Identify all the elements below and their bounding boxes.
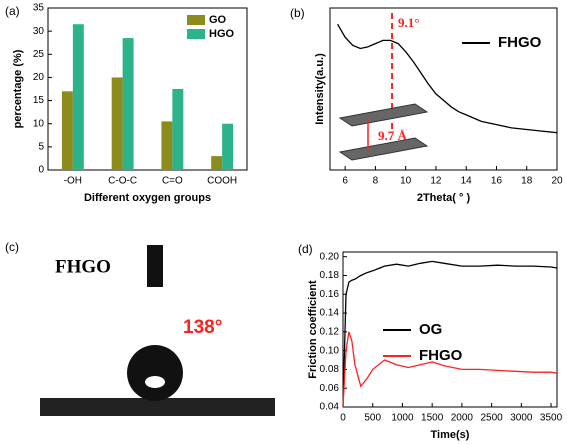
x-tick-label: 10 — [400, 176, 412, 187]
x-tick-label: 18 — [521, 176, 533, 187]
x-tick-label: 0 — [340, 413, 346, 424]
y-tick-label: 25 — [33, 49, 45, 60]
plot-frame — [329, 7, 558, 171]
x-tick-label: 3000 — [510, 413, 533, 424]
y-tick-label: 35 — [33, 3, 45, 14]
bar — [122, 38, 134, 171]
bar — [211, 156, 223, 170]
x-tick-label: 1500 — [421, 413, 444, 424]
y-tick-label: 0.04 — [320, 402, 340, 413]
x-tick-label: 12 — [430, 176, 442, 187]
x-tick-label: C-O-C — [108, 176, 137, 187]
annotation: 9.7 Å — [378, 128, 408, 143]
bar — [172, 89, 184, 170]
bar — [72, 24, 84, 171]
photo-title: FHGO — [55, 256, 111, 277]
bar — [222, 123, 234, 170]
bar — [111, 77, 123, 170]
series-line — [342, 260, 558, 408]
bar — [61, 91, 73, 170]
panel-label: (d) — [298, 242, 313, 256]
x-axis-label: Different oxygen groups — [84, 192, 211, 204]
y-tick-label: 0.14 — [320, 308, 340, 319]
series-line — [342, 331, 558, 408]
x-tick-label: 8 — [373, 176, 379, 187]
x-tick-label: 2500 — [480, 413, 503, 424]
y-axis-label: Friction coefficient — [307, 280, 319, 379]
panel-label: (a) — [5, 4, 20, 18]
y-tick-label: 0.18 — [320, 270, 340, 281]
x-tick-label: 20 — [551, 176, 563, 187]
y-axis-label: percentage (%) — [12, 49, 24, 128]
droplet — [127, 345, 183, 401]
x-tick-label: 16 — [491, 176, 503, 187]
y-tick-label: 0 — [38, 165, 44, 176]
x-tick-label: 500 — [364, 413, 381, 424]
x-tick-label: 3500 — [540, 413, 563, 424]
plot-frame — [47, 7, 248, 171]
y-tick-label: 0.16 — [320, 289, 340, 300]
annotation: 9.1° — [398, 15, 419, 30]
panel-label: (b) — [290, 6, 305, 20]
x-tick-label: COOH — [207, 176, 237, 187]
legend-swatch — [187, 15, 205, 25]
y-tick-label: 10 — [33, 118, 45, 129]
legend-label: FHGO — [419, 347, 463, 364]
droplet-highlight — [145, 376, 165, 388]
y-tick-label: 30 — [33, 26, 45, 37]
needle — [147, 245, 163, 287]
legend-label: HGO — [209, 28, 235, 40]
x-tick-label: 1000 — [391, 413, 414, 424]
y-tick-label: 20 — [33, 72, 45, 83]
x-tick-label: 6 — [342, 176, 348, 187]
x-tick-label: C=O — [162, 176, 183, 187]
y-axis-label: Intensity(a.u.) — [314, 53, 326, 125]
y-tick-label: 0.06 — [320, 383, 340, 394]
y-tick-label: 5 — [38, 141, 44, 152]
legend-label: OG — [419, 321, 442, 338]
substrate — [40, 398, 275, 416]
x-tick-label: 14 — [461, 176, 473, 187]
y-tick-label: 15 — [33, 95, 45, 106]
bar — [161, 121, 173, 170]
contact-angle: 138° — [183, 317, 222, 338]
panel-label: (c) — [5, 240, 19, 254]
graphene-layer — [338, 137, 429, 161]
y-tick-label: 0.20 — [320, 251, 340, 262]
legend-swatch — [187, 29, 205, 39]
y-tick-label: 0.12 — [320, 326, 340, 337]
x-axis-label: Time(s) — [431, 429, 470, 441]
plot-frame — [342, 251, 558, 408]
y-tick-label: 0.08 — [320, 364, 340, 375]
y-tick-label: 0.10 — [320, 345, 340, 356]
x-axis-label: 2Theta( ° ) — [417, 192, 471, 204]
series-line — [337, 23, 558, 134]
x-tick-label: -OH — [64, 176, 82, 187]
legend-label: GO — [209, 14, 227, 26]
graphene-layer — [338, 103, 429, 127]
legend-label: FHGO — [498, 34, 542, 51]
x-tick-label: 2000 — [451, 413, 474, 424]
